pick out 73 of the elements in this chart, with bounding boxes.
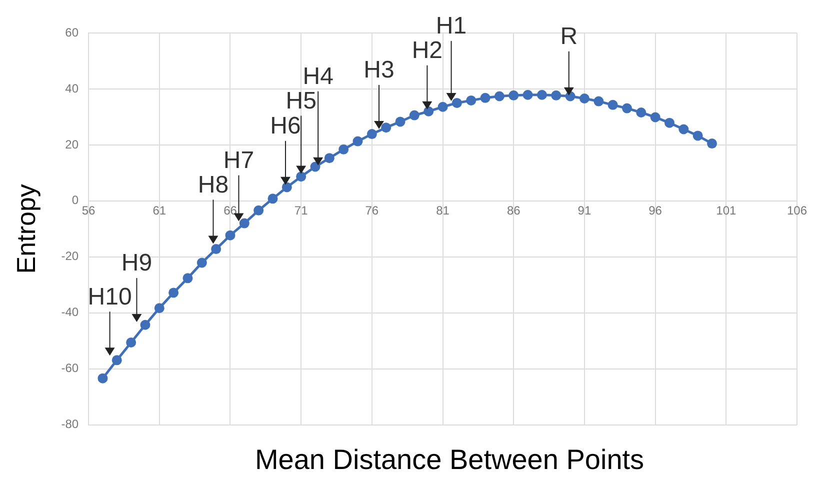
point <box>98 373 108 384</box>
point <box>196 258 207 268</box>
annotation: R <box>560 22 578 50</box>
point <box>154 303 164 314</box>
point <box>664 118 674 128</box>
x-tick-label: 66 <box>224 203 238 218</box>
annotation: H5 <box>286 87 316 114</box>
point <box>254 205 264 216</box>
point <box>112 355 122 366</box>
point <box>140 320 150 330</box>
x-tick-label: 56 <box>82 203 96 218</box>
point <box>452 98 462 108</box>
y-tick-label: -80 <box>61 417 79 432</box>
x-tick-label: 61 <box>152 203 166 218</box>
point <box>594 96 604 106</box>
point <box>480 92 490 103</box>
y-tick-label: -40 <box>61 305 79 320</box>
point <box>352 136 363 146</box>
point <box>296 172 306 182</box>
x-tick-label: 81 <box>436 203 450 218</box>
y-tick-label: 60 <box>65 25 79 40</box>
point <box>225 230 236 240</box>
annotation: H7 <box>223 146 254 174</box>
point <box>268 194 278 204</box>
point <box>494 91 504 102</box>
point <box>168 288 179 298</box>
annotation: H10 <box>88 283 132 310</box>
point <box>622 103 632 114</box>
annotation: H3 <box>364 56 394 84</box>
annotation: H4 <box>302 62 334 90</box>
point <box>182 273 193 284</box>
point <box>636 107 646 118</box>
point <box>536 90 547 100</box>
x-tick-label: 96 <box>648 203 662 218</box>
point <box>310 162 320 172</box>
point <box>324 153 334 164</box>
point <box>551 90 562 100</box>
point <box>239 218 250 228</box>
point <box>508 90 519 100</box>
point <box>438 102 448 112</box>
point <box>466 95 476 106</box>
point <box>395 116 406 127</box>
point <box>366 129 377 140</box>
x-axis-title: Mean Distance Between Points <box>254 444 646 476</box>
x-tick-label: 86 <box>506 203 521 218</box>
y-axis-title: Entropy <box>10 184 41 274</box>
annotation: H8 <box>198 171 229 198</box>
point <box>338 144 349 154</box>
point <box>706 138 717 149</box>
point <box>678 124 689 134</box>
x-tick-label: 91 <box>578 203 592 218</box>
point <box>608 100 618 110</box>
annotation: H6 <box>270 112 301 140</box>
x-tick-label: 101 <box>716 203 736 218</box>
point <box>579 93 590 104</box>
point <box>126 338 136 348</box>
point <box>650 112 660 122</box>
y-tick-label: 20 <box>65 137 79 152</box>
point <box>211 244 222 254</box>
annotation: H9 <box>121 250 152 277</box>
y-tick-label: 40 <box>65 81 79 96</box>
point <box>522 90 533 100</box>
point <box>282 182 292 192</box>
y-tick-label: 0 <box>72 193 79 208</box>
point <box>692 130 703 141</box>
point <box>409 110 420 120</box>
point <box>381 122 392 133</box>
y-tick-label: -60 <box>61 361 79 376</box>
x-tick-label: 71 <box>294 203 308 218</box>
x-tick-label: 76 <box>365 203 379 218</box>
x-tick-label: 106 <box>786 203 808 218</box>
point <box>424 106 434 116</box>
y-tick-label: -20 <box>61 249 79 264</box>
